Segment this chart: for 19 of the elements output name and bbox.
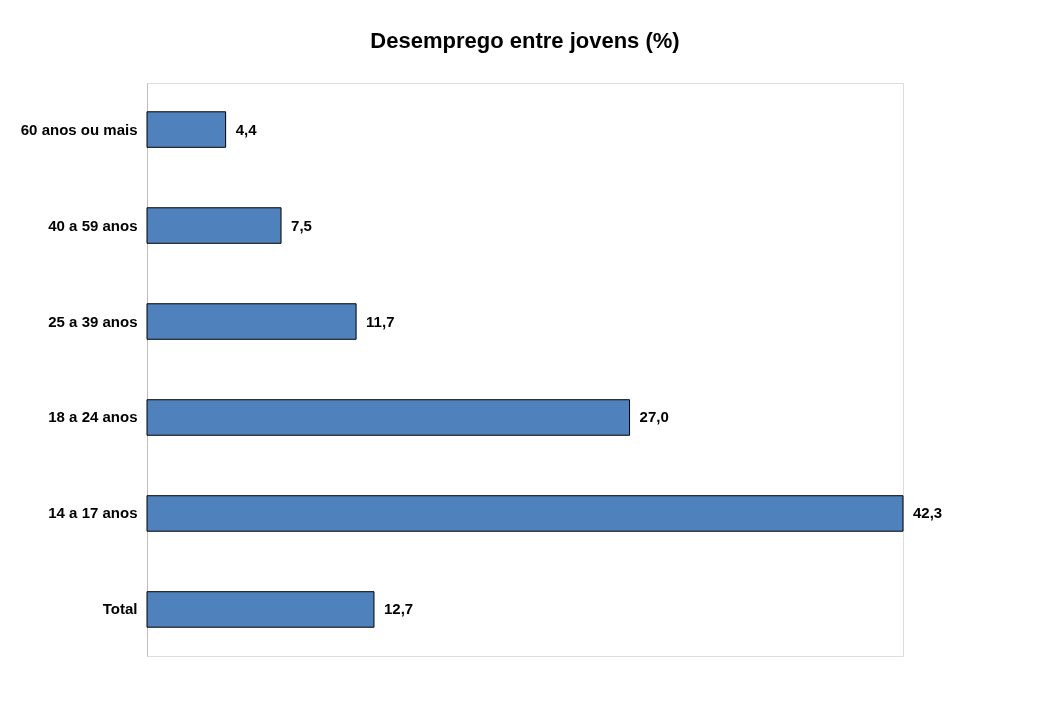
bar bbox=[146, 495, 904, 532]
chart-title: Desemprego entre jovens (%) bbox=[370, 28, 680, 53]
data-label: 4,4 bbox=[235, 120, 258, 138]
y-tick-label: 14 a 17 anos bbox=[48, 504, 138, 522]
bar bbox=[146, 111, 227, 148]
y-tick-label: 40 a 59 anos bbox=[48, 216, 138, 234]
bar bbox=[146, 207, 282, 244]
data-label: 42,3 bbox=[913, 504, 943, 522]
data-label: 27,0 bbox=[639, 408, 669, 426]
data-label: 12,7 bbox=[383, 600, 414, 618]
bar bbox=[146, 303, 357, 340]
data-label: 11,7 bbox=[366, 312, 395, 330]
data-label: 7,5 bbox=[291, 216, 312, 234]
y-tick-label: 25 a 39 anos bbox=[48, 312, 138, 330]
y-tick-label: Total bbox=[102, 600, 138, 618]
y-tick-label: 60 anos ou mais bbox=[20, 120, 138, 138]
bar bbox=[146, 591, 375, 628]
y-tick-label: 18 a 24 anos bbox=[48, 408, 138, 426]
bar bbox=[146, 399, 631, 436]
